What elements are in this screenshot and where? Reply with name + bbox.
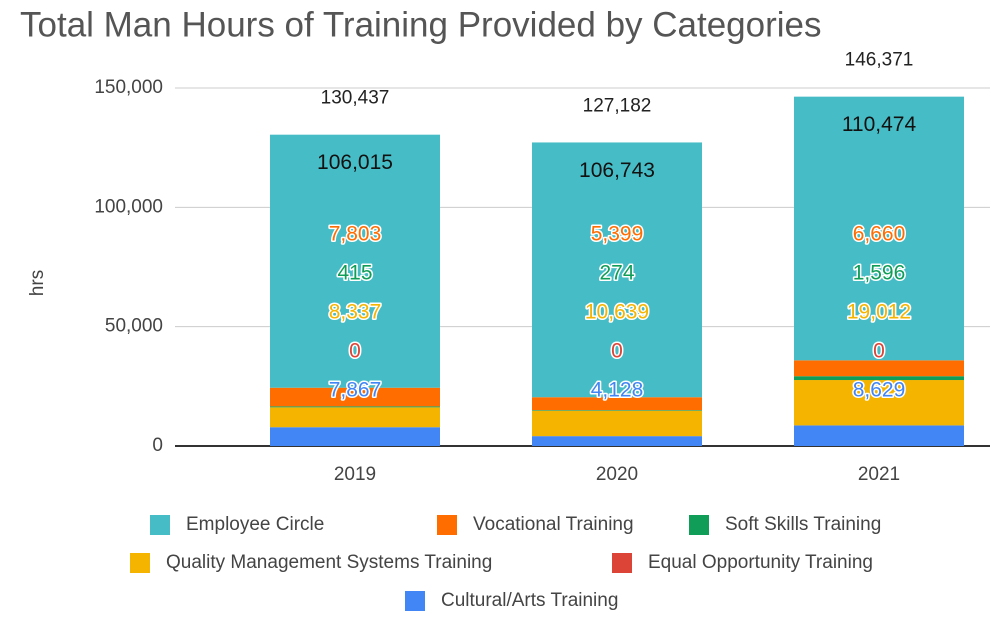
legend-label: Employee Circle	[186, 514, 324, 535]
bar-segment	[532, 436, 702, 446]
bar-segment	[270, 134, 440, 388]
total-label: 130,437	[321, 88, 390, 109]
bar-segment	[794, 96, 964, 361]
data-label: 5,399	[591, 223, 644, 246]
data-label: 8,629	[853, 379, 906, 402]
data-label: 274	[599, 262, 634, 285]
y-tick-label: 50,000	[105, 316, 163, 337]
bar-segment	[270, 387, 440, 407]
bar-segment	[794, 380, 964, 426]
data-label: 8,337	[329, 301, 382, 324]
legend-label: Vocational Training	[473, 514, 634, 535]
data-label: 0	[611, 340, 623, 363]
data-label: 19,012	[847, 301, 911, 324]
total-label: 127,182	[583, 95, 652, 116]
bar-segment	[794, 360, 964, 377]
y-tick-label: 150,000	[94, 77, 163, 98]
total-label: 146,371	[845, 50, 914, 71]
data-label: 0	[873, 340, 885, 363]
data-label: 415	[337, 262, 372, 285]
bar-segment	[794, 376, 964, 381]
x-tick-label: 2019	[334, 464, 376, 485]
data-label: 7,867	[329, 379, 382, 402]
legend-swatch	[130, 553, 150, 573]
x-tick-label: 2020	[596, 464, 638, 485]
data-label: 0	[349, 340, 361, 363]
legend-swatch	[150, 515, 170, 535]
legend-swatch	[405, 591, 425, 611]
legend-swatch	[437, 515, 457, 535]
data-label: 4,128	[591, 379, 644, 402]
legend-label: Soft Skills Training	[725, 514, 881, 535]
data-label: 6,660	[853, 223, 906, 246]
legend-label: Cultural/Arts Training	[441, 590, 618, 611]
legend-label: Equal Opportunity Training	[648, 552, 873, 573]
data-label: 110,474	[842, 113, 917, 136]
bar-segment	[270, 407, 440, 428]
data-label: 106,015	[317, 151, 393, 174]
data-label: 10,639	[585, 301, 649, 324]
bar-segment	[532, 397, 702, 411]
bar-segment	[270, 406, 440, 408]
data-label: 1,596	[853, 262, 906, 285]
chart-title: Total Man Hours of Training Provided by …	[20, 5, 822, 44]
y-axis-label: hrs	[27, 270, 48, 296]
bar-segment	[532, 142, 702, 398]
data-label: 7,803	[329, 223, 382, 246]
legend-swatch	[689, 515, 709, 535]
bar-segment	[532, 410, 702, 411]
data-label: 106,743	[579, 159, 655, 182]
x-tick-label: 2021	[858, 464, 900, 485]
y-tick-label: 0	[152, 435, 163, 456]
legend-swatch	[612, 553, 632, 573]
legend-label: Quality Management Systems Training	[166, 552, 492, 573]
bar-segment	[270, 427, 440, 446]
bar-segment	[532, 410, 702, 437]
y-tick-label: 100,000	[94, 196, 163, 217]
bar-segment	[794, 425, 964, 446]
